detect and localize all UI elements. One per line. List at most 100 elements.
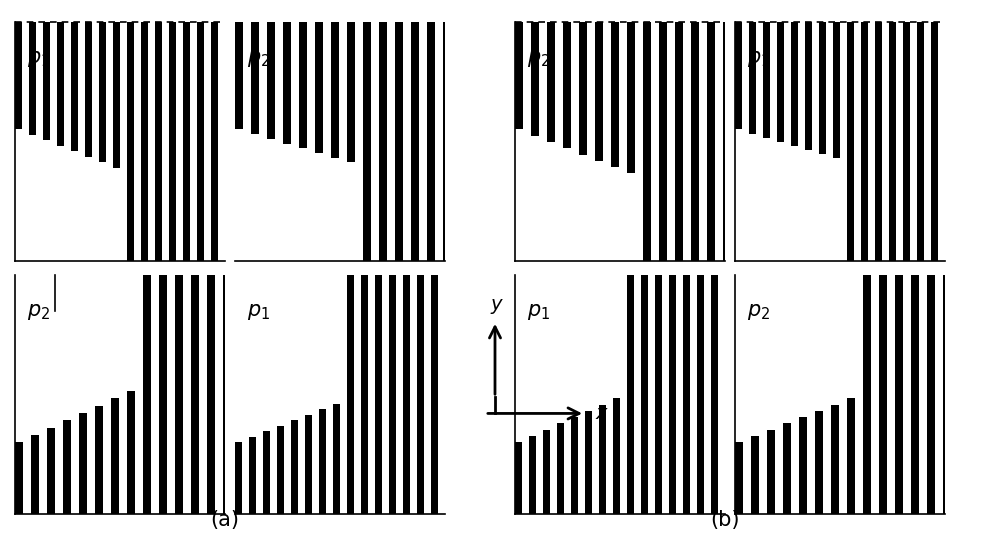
Bar: [111, 398, 119, 514]
Bar: [691, 22, 699, 261]
Bar: [251, 22, 259, 134]
Bar: [331, 22, 339, 158]
Bar: [547, 22, 555, 142]
Bar: [683, 275, 690, 514]
Bar: [143, 275, 151, 514]
Bar: [815, 411, 823, 514]
Bar: [389, 275, 396, 514]
Bar: [805, 22, 812, 150]
Bar: [47, 428, 55, 514]
Bar: [723, 22, 725, 261]
Bar: [277, 426, 284, 514]
Text: $p_1$: $p_1$: [27, 49, 50, 69]
Bar: [211, 22, 218, 261]
Bar: [183, 22, 190, 261]
Bar: [113, 22, 120, 168]
Bar: [675, 22, 683, 261]
Bar: [127, 22, 134, 261]
Bar: [283, 22, 291, 144]
Bar: [659, 22, 667, 261]
Bar: [879, 275, 887, 514]
Bar: [579, 22, 587, 154]
Bar: [669, 275, 676, 514]
Bar: [197, 22, 204, 261]
Bar: [63, 421, 71, 514]
Bar: [191, 275, 199, 514]
Text: $p_2$: $p_2$: [27, 302, 50, 322]
Bar: [267, 22, 275, 139]
Text: $p_1$: $p_1$: [527, 302, 550, 322]
Bar: [57, 22, 64, 146]
Bar: [911, 275, 919, 514]
Bar: [627, 275, 634, 514]
Bar: [611, 22, 619, 167]
Bar: [563, 22, 571, 149]
Bar: [931, 22, 938, 261]
Bar: [235, 442, 242, 514]
Bar: [643, 22, 651, 261]
Bar: [141, 22, 148, 261]
Bar: [543, 430, 550, 514]
Text: $p_2$: $p_2$: [247, 49, 270, 69]
Text: (b): (b): [710, 510, 740, 530]
Text: (a): (a): [210, 510, 240, 530]
Bar: [763, 22, 770, 138]
Bar: [169, 22, 176, 261]
Bar: [319, 410, 326, 514]
Bar: [819, 22, 826, 154]
Bar: [783, 423, 791, 514]
Bar: [99, 22, 106, 162]
Bar: [375, 275, 382, 514]
Bar: [15, 442, 23, 514]
Bar: [15, 22, 22, 129]
Bar: [735, 442, 743, 514]
Bar: [127, 391, 135, 514]
Bar: [613, 398, 620, 514]
Bar: [895, 275, 903, 514]
Bar: [711, 275, 718, 514]
Bar: [903, 22, 910, 261]
Bar: [927, 275, 935, 514]
Bar: [159, 275, 167, 514]
Bar: [427, 22, 435, 261]
Bar: [943, 275, 945, 514]
Bar: [831, 405, 839, 514]
Bar: [443, 22, 445, 261]
Bar: [529, 436, 536, 514]
Bar: [155, 22, 162, 261]
Bar: [557, 423, 564, 514]
Bar: [655, 275, 662, 514]
Bar: [697, 275, 704, 514]
Text: $p_1$: $p_1$: [247, 302, 270, 322]
Bar: [791, 22, 798, 146]
Bar: [95, 406, 103, 514]
Bar: [249, 437, 256, 514]
Bar: [299, 22, 307, 149]
Bar: [641, 275, 648, 514]
Bar: [29, 22, 36, 135]
Bar: [749, 22, 756, 134]
Bar: [263, 431, 270, 514]
Bar: [767, 430, 775, 514]
Bar: [223, 275, 225, 514]
Bar: [379, 22, 387, 261]
Bar: [431, 275, 438, 514]
Bar: [347, 275, 354, 514]
Text: $y$: $y$: [490, 296, 504, 316]
Bar: [863, 275, 871, 514]
Bar: [333, 404, 340, 514]
Text: $p_2$: $p_2$: [747, 302, 770, 322]
Bar: [799, 417, 807, 514]
Text: $p_2$: $p_2$: [527, 49, 550, 69]
Text: $x$: $x$: [595, 404, 609, 423]
Bar: [291, 421, 298, 514]
Bar: [79, 413, 87, 514]
Bar: [515, 442, 522, 514]
Bar: [235, 22, 243, 129]
Bar: [847, 398, 855, 514]
Bar: [395, 22, 403, 261]
Bar: [889, 22, 896, 261]
Bar: [71, 22, 78, 151]
Bar: [707, 22, 715, 261]
Bar: [207, 275, 215, 514]
